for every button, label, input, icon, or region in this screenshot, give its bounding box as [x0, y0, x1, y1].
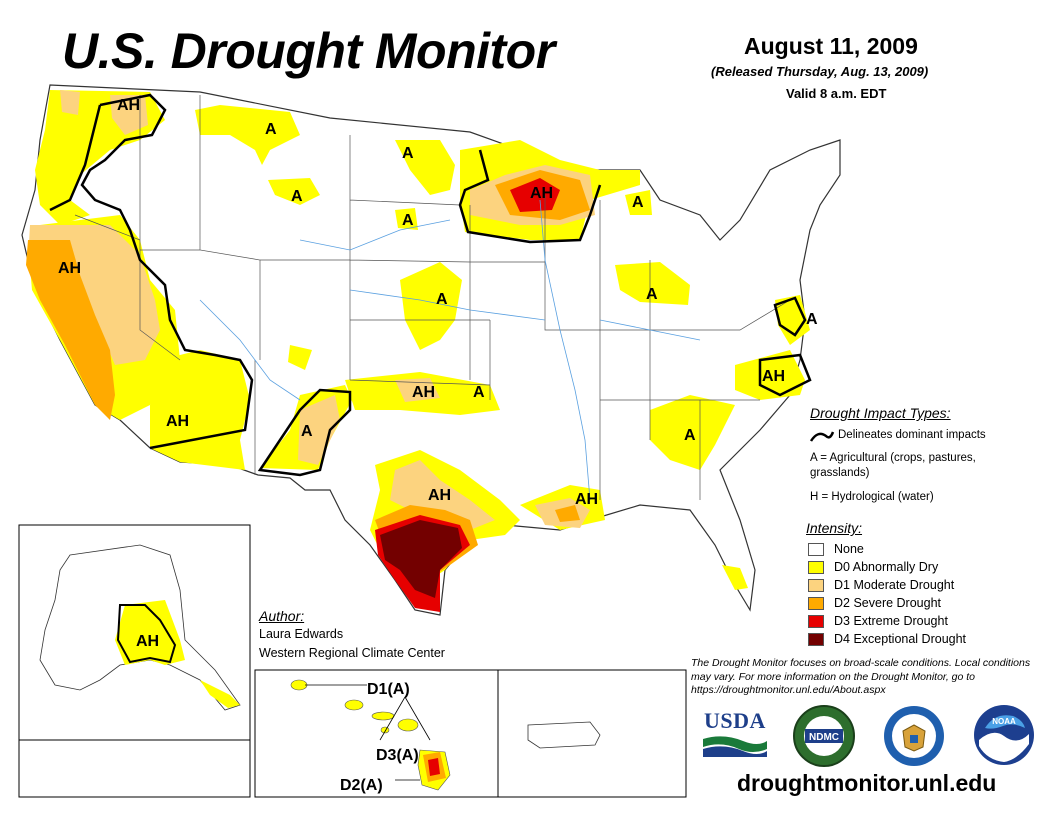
label-ah-tx: AH [428, 487, 451, 504]
d0-southeast [650, 395, 735, 470]
author-name: Laura Edwards [259, 627, 344, 641]
label-a-sd: A [402, 212, 414, 229]
impact-line-desc: Delineates dominant impacts [838, 429, 986, 441]
label-ah-wi: AH [530, 185, 553, 202]
label-ah-az: AH [166, 413, 189, 430]
d1-pacific-nw [110, 95, 148, 135]
d0-nebraska [400, 262, 462, 350]
intensity-legend-item: D4 Exceptional Drought [808, 630, 966, 648]
intensity-legend-item: D3 Extreme Drought [808, 612, 948, 630]
noaa-logo: NOAA [974, 705, 1034, 765]
release-date: (Released Thursday, Aug. 13, 2009) [711, 64, 929, 79]
intensity-label: D0 Abnormally Dry [834, 560, 939, 574]
intensity-label: D1 Moderate Drought [834, 578, 955, 592]
disclaimer-text: The Drought Monitor focuses on broad-sca… [691, 657, 1031, 696]
impact-a-desc-2: grasslands) [810, 467, 870, 479]
intensity-swatch [808, 614, 824, 628]
alaska-impact-boundary [116, 604, 177, 664]
state-borders [74, 95, 791, 500]
d0-arizona [150, 350, 250, 470]
label-a-ok: A [473, 384, 485, 401]
d0-alaska [115, 600, 185, 665]
ndmc-logo: NDMC [793, 705, 855, 767]
puerto-rico-outline [527, 721, 601, 749]
label-ah-ak: AH [136, 633, 159, 650]
label-a-in: A [646, 286, 658, 303]
label-ah-ok: AH [412, 384, 435, 401]
impact-legend-title: Drought Impact Types: [810, 405, 951, 421]
usda-logo-text: USDA [704, 708, 766, 733]
hawaii-inset [254, 669, 499, 798]
impact-boundaries [49, 93, 812, 477]
d0-colorado [288, 345, 312, 370]
label-ah-ca: AH [58, 260, 81, 277]
intensity-legend-title: Intensity: [806, 520, 863, 536]
d0-carolinas [735, 350, 805, 400]
d1-texas [390, 460, 495, 530]
d3-big-island [428, 758, 440, 776]
usda-logo-icon [703, 736, 767, 757]
author-org: Western Regional Climate Center [259, 646, 445, 660]
page-title: U.S. Drought Monitor [62, 23, 555, 79]
map-date: August 11, 2009 [744, 33, 918, 59]
impact-a-desc-1: A = Agricultural (crops, pastures, [810, 452, 976, 464]
valid-time: Valid 8 a.m. EDT [786, 86, 887, 101]
d1-new-mexico [298, 395, 340, 465]
author-title: Author: [259, 608, 305, 624]
label-hi-d1: D1(A) [367, 681, 410, 698]
label-a-nm: A [301, 423, 313, 440]
d0-south-dakota [395, 208, 418, 230]
d1-oregon-coast [60, 90, 80, 115]
intensity-legend-item: D1 Moderate Drought [808, 576, 954, 594]
intensity-label: D3 Extreme Drought [834, 614, 948, 628]
intensity-swatch [808, 578, 824, 592]
d0-florida [722, 565, 748, 590]
intensity-label: D4 Exceptional Drought [834, 632, 967, 646]
label-a-md: A [806, 311, 818, 328]
d0-montana [195, 105, 300, 165]
intensity-swatch [808, 542, 824, 556]
commerce-seal-logo [884, 706, 944, 766]
intensity-legend-item: D2 Severe Drought [808, 594, 941, 612]
label-ah-nc: AH [762, 368, 785, 385]
intensity-label: D2 Severe Drought [834, 596, 942, 610]
d2-louisiana [555, 505, 580, 522]
svg-text:NDMC: NDMC [809, 732, 839, 743]
intensity-swatch [808, 560, 824, 574]
d0-alaska-se [200, 680, 240, 708]
intensity-legend-item: D0 Abnormally Dry [808, 558, 938, 576]
d0-wyoming [268, 178, 320, 205]
label-hi-d2: D2(A) [340, 777, 383, 794]
rivers [199, 199, 701, 501]
d0-indiana [615, 262, 690, 305]
label-ah-la: AH [575, 491, 598, 508]
label-ah-nw: AH [117, 97, 140, 114]
d0-north-dakota [395, 140, 455, 195]
intensity-label: None [834, 542, 864, 556]
intensity-swatch [808, 632, 824, 646]
label-a-ga: A [684, 427, 696, 444]
impact-line-symbol [809, 431, 835, 442]
impact-h-desc: H = Hydrological (water) [810, 491, 934, 503]
intensity-legend-item: None [808, 540, 864, 558]
d2-california [26, 240, 115, 420]
d3-wisconsin [510, 178, 560, 212]
d4-regions [380, 520, 462, 598]
d4-texas [380, 520, 462, 598]
label-a-nd: A [402, 145, 414, 162]
d1-kansas-ok [395, 378, 440, 402]
intensity-swatch [808, 596, 824, 610]
hawaii-pointers [305, 684, 431, 781]
label-hi-d3: D3(A) [376, 747, 419, 764]
label-a-mi: A [632, 194, 644, 211]
label-a-mt: A [265, 121, 277, 138]
label-a-wy: A [291, 188, 303, 205]
svg-text:NOAA: NOAA [992, 717, 1016, 726]
d0-mid-atlantic [775, 295, 810, 345]
website-link[interactable]: droughtmonitor.unl.edu [737, 770, 997, 796]
d0-michigan [625, 190, 652, 215]
label-a-ne: A [436, 291, 448, 308]
